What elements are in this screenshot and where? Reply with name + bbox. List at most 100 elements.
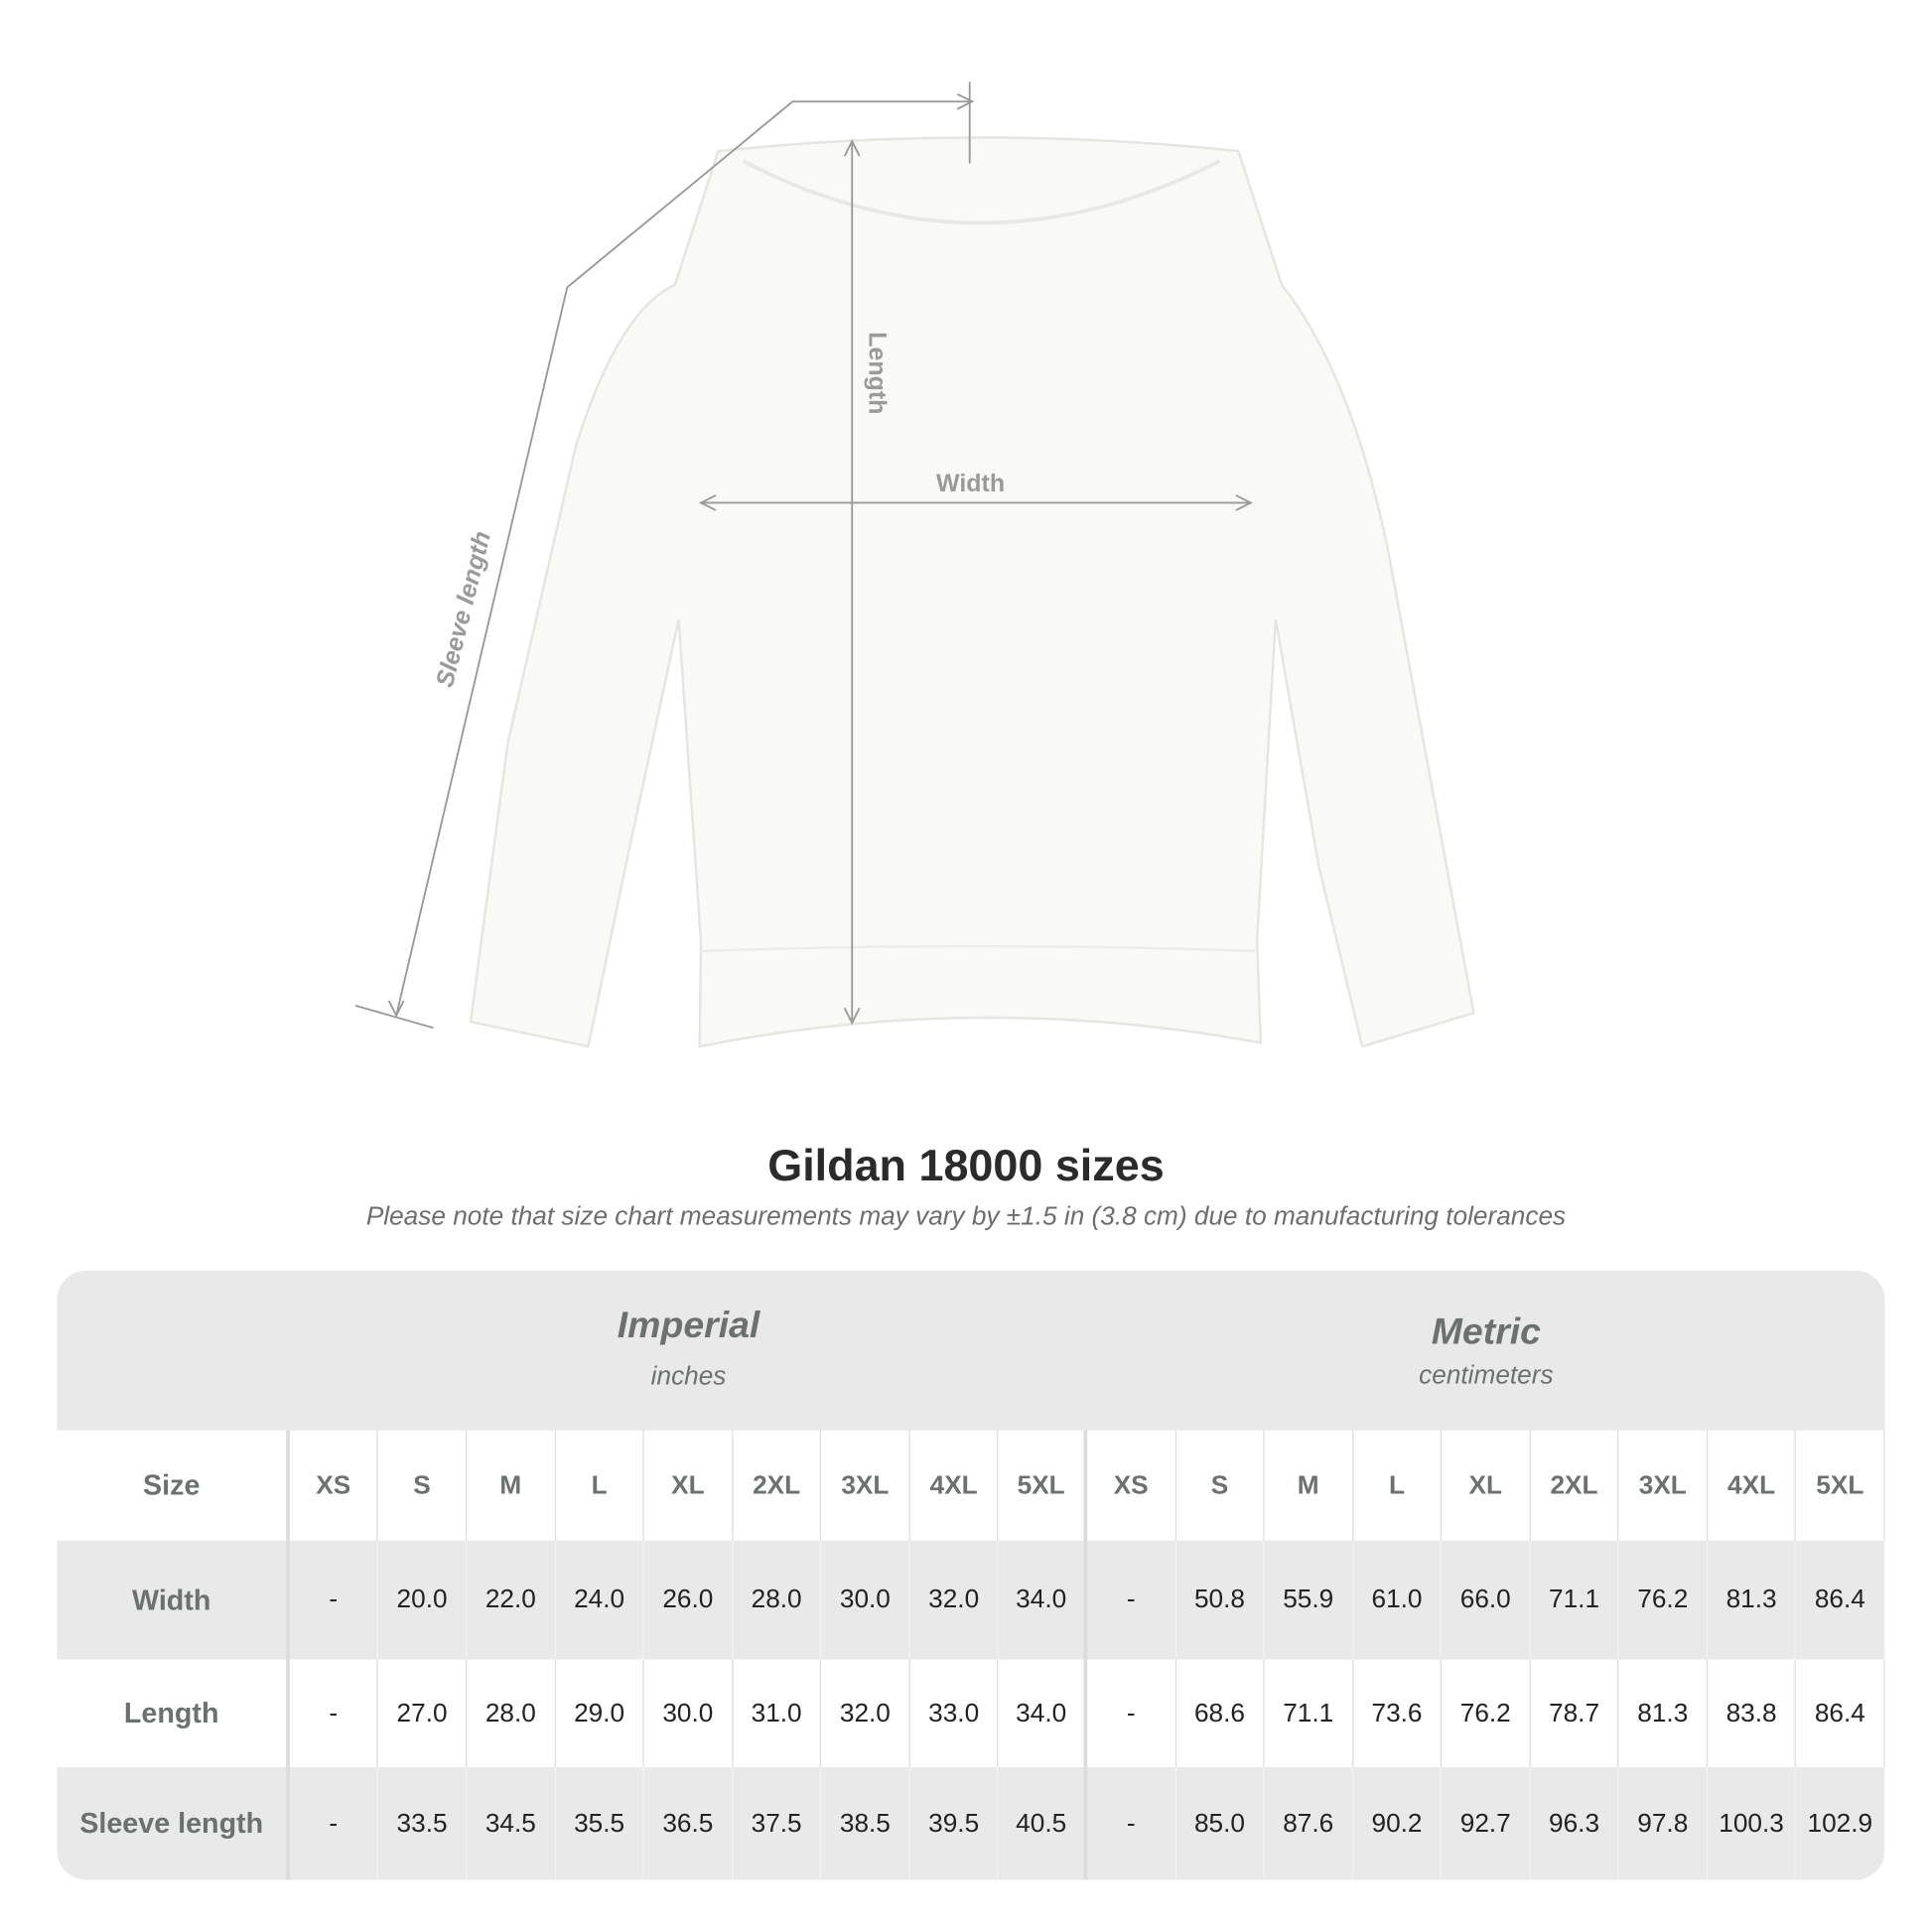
value-cell: 30.0 [821,1540,910,1660]
value-cell: 32.0 [821,1659,910,1768]
value-cell: 55.9 [1265,1540,1353,1660]
tolerance-note: Please note that size chart measurements… [365,1202,1567,1231]
value-cell: 20.0 [378,1540,468,1660]
width-label: Width [936,470,1005,497]
value-cell: 33.5 [378,1767,468,1880]
size-header-cell: 3XL [1619,1430,1709,1541]
imperial-title: Imperial [617,1305,760,1346]
metric-unit: centimeters [1419,1360,1554,1390]
value-cell: - [1087,1540,1176,1660]
value-cell: 22.0 [467,1540,556,1660]
length-label: Length [864,332,892,414]
size-header-cell: S [1175,1430,1265,1541]
size-header-cell: XS [1087,1430,1176,1541]
value-cell: 29.0 [556,1659,644,1768]
size-header-cell: 4XL [1708,1430,1797,1541]
size-header-cell: XS [290,1430,379,1541]
size-header-cell: 5XL [1796,1430,1885,1541]
size-header-cell: XL [644,1430,734,1541]
value-cell: - [1087,1659,1176,1768]
value-cell: 92.7 [1442,1767,1531,1880]
size-header-cell: 4XL [910,1430,999,1541]
sleeve-tick-bottom [354,1004,434,1030]
value-cell: 81.3 [1619,1659,1709,1768]
value-cell: 86.4 [1796,1540,1885,1660]
value-cell: 24.0 [556,1540,644,1660]
value-cell: 87.6 [1265,1767,1353,1880]
size-header-cell: 2XL [1531,1430,1619,1541]
value-cell: - [1087,1767,1176,1880]
value-cell: 71.1 [1531,1540,1619,1660]
value-cell: - [290,1659,379,1768]
value-cell: 28.0 [733,1540,822,1660]
size-header-row: Size XS S M L XL 2XL 3XL 4XL 5XL XS S M L XL 2XL 3XL 4XL 5… [57,1430,1885,1541]
size-header-cell: XL [1442,1430,1531,1541]
page-title: Gildan 18000 sizes [767,1139,1165,1190]
value-cell: 68.6 [1175,1659,1265,1768]
value-cell: 36.5 [644,1767,734,1880]
value-cell: 30.0 [644,1659,734,1768]
row-label: Length [57,1659,290,1768]
value-cell: 33.0 [910,1659,999,1768]
value-cell: 27.0 [378,1659,468,1768]
hem-rib [700,944,1258,953]
value-cell: 71.1 [1265,1659,1353,1768]
value-cell: 76.2 [1442,1659,1531,1768]
size-header-cell: L [1353,1430,1443,1541]
value-cell: 28.0 [467,1659,556,1768]
value-cell: - [290,1767,379,1880]
value-cell: 38.5 [821,1767,910,1880]
value-cell: 34.0 [999,1540,1088,1660]
row-label: Width [57,1540,290,1660]
metric-header: Metric centimeters [1087,1311,1884,1391]
value-cell: 66.0 [1442,1540,1531,1660]
size-header-cell: 2XL [733,1430,822,1541]
value-cell: 31.0 [733,1659,822,1768]
value-cell: 81.3 [1708,1540,1797,1660]
size-header-cell: 3XL [821,1430,910,1541]
value-cell: 97.8 [1619,1767,1709,1880]
size-header-cell: L [556,1430,644,1541]
value-cell: 83.8 [1708,1659,1797,1768]
arrowheads [387,92,1253,1026]
value-cell: 37.5 [733,1767,822,1880]
value-cell: - [290,1540,379,1660]
size-header-cell: S [378,1430,468,1541]
sleeve-length-label: Sleeve length [431,528,496,690]
imperial-unit: inches [650,1362,727,1391]
value-cell: 102.9 [1796,1767,1885,1880]
row-label: Size [57,1430,290,1541]
value-cell: 86.4 [1796,1659,1885,1768]
value-cell: 40.5 [999,1767,1088,1880]
value-cell: 34.0 [999,1659,1088,1768]
sweatshirt-image [469,136,1475,1048]
row-label: Sleeve length [57,1767,290,1880]
value-cell: 32.0 [910,1540,999,1660]
value-cell: 76.2 [1619,1540,1709,1660]
size-table: Imperial inches Metric centimeters Size X… [57,1270,1885,1880]
value-cell: 78.7 [1531,1659,1619,1768]
unit-header-band: Imperial inches Metric centimeters [57,1270,1885,1431]
size-header-cell: M [1265,1430,1353,1541]
value-cell: 50.8 [1175,1540,1265,1660]
table-row: Length -27.0 28.0 29.0 30.0 31.0 32.0 33.0 34.0-… [57,1659,1885,1768]
collar [742,159,1221,225]
table-row: Sleeve length -33.5 34.5 35.5 36.5 37.5 38.5 39… [57,1767,1885,1880]
value-cell: 26.0 [644,1540,734,1660]
value-cell: 96.3 [1531,1767,1619,1880]
value-cell: 90.2 [1353,1767,1443,1880]
value-cell: 34.5 [467,1767,556,1880]
value-cell: 39.5 [910,1767,999,1880]
metric-title: Metric [1431,1311,1541,1353]
value-cell: 35.5 [556,1767,644,1880]
value-cell: 73.6 [1353,1659,1443,1768]
size-header-cell: 5XL [999,1430,1088,1541]
imperial-header: Imperial inches [290,1306,1087,1392]
sleeve-length-line [395,100,970,1017]
value-cell: 61.0 [1353,1540,1443,1660]
sweatshirt-diagram: Length Width Sleeve length [354,81,1475,1048]
value-cell: 100.3 [1708,1767,1797,1880]
table-row: Width -20.0 22.0 24.0 26.0 28.0 30.0 32.0 34.0-5… [57,1540,1885,1660]
value-cell: 85.0 [1175,1767,1265,1880]
